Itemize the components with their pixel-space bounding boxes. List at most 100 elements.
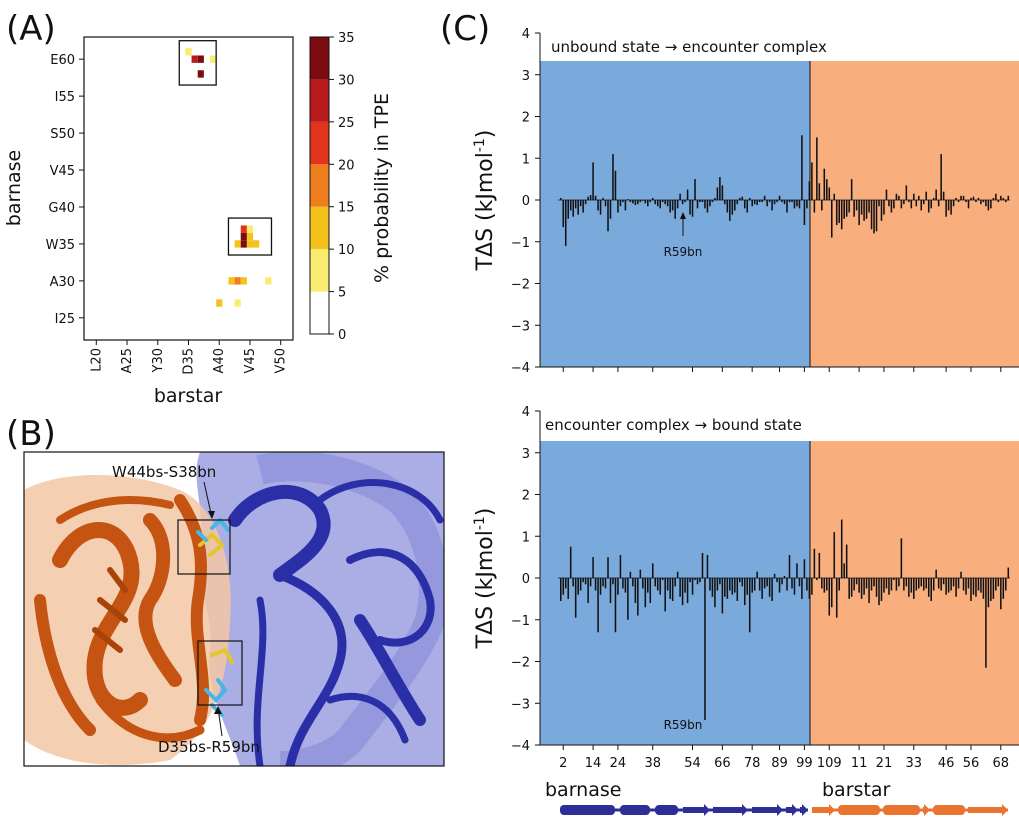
bar <box>957 200 960 203</box>
bar <box>719 177 721 200</box>
bar <box>579 200 582 207</box>
bar <box>778 195 781 200</box>
bar <box>905 185 908 200</box>
bar <box>681 578 684 606</box>
bar <box>1002 578 1005 599</box>
bar <box>607 200 609 232</box>
bar <box>845 200 848 217</box>
bar <box>955 197 957 200</box>
bar <box>893 200 895 209</box>
bar <box>714 578 716 608</box>
heatmap-cell <box>234 299 241 307</box>
colorbar-bin <box>310 291 329 334</box>
colorbar-tick-label: 30 <box>338 73 355 88</box>
bar <box>564 200 567 246</box>
bar <box>709 200 711 207</box>
bar <box>592 162 594 200</box>
bar <box>577 578 579 595</box>
bar <box>639 200 642 203</box>
bar <box>975 200 977 203</box>
bar <box>661 200 664 203</box>
bar <box>686 189 689 200</box>
x-tick-label: 33 <box>906 756 923 771</box>
bar <box>980 200 982 205</box>
bar <box>701 200 704 203</box>
bar <box>721 578 724 614</box>
y-tick-label: 0 <box>522 194 530 209</box>
bar <box>617 578 619 595</box>
barnase-background-bottom <box>540 441 810 745</box>
bar <box>699 578 701 583</box>
bar <box>890 578 893 591</box>
bar <box>644 200 647 204</box>
bar <box>930 200 932 209</box>
bar <box>572 578 574 587</box>
bar <box>980 578 982 593</box>
bar <box>766 200 768 207</box>
bar <box>736 200 739 205</box>
bar <box>579 578 582 591</box>
protein-structure-image: W44bs-S38bn D35bs-R59bn <box>23 451 445 767</box>
bar <box>676 571 679 578</box>
bar <box>726 200 729 213</box>
bar <box>622 200 624 203</box>
bar <box>925 578 928 589</box>
bar <box>597 200 599 211</box>
bar <box>918 195 920 200</box>
bar <box>634 578 637 604</box>
y-tick-label: −4 <box>511 739 530 754</box>
bar <box>629 571 632 578</box>
panel-label-c: (C) <box>440 9 490 49</box>
heatmap-cell <box>240 225 247 233</box>
bar <box>711 200 714 203</box>
y-tick-label: 4 <box>522 27 530 42</box>
bar <box>910 578 913 593</box>
bar <box>863 578 865 595</box>
colorbar <box>310 37 329 334</box>
bar <box>873 578 875 587</box>
bar <box>741 578 744 587</box>
bar <box>572 200 574 217</box>
bar <box>878 200 880 207</box>
bar <box>604 200 607 207</box>
bar <box>940 154 942 200</box>
bar <box>858 200 860 226</box>
bar <box>957 578 960 589</box>
bar <box>724 200 726 205</box>
bar <box>560 197 562 200</box>
x-tick-label: 68 <box>993 756 1010 771</box>
heatmap-cell <box>246 240 254 248</box>
bar <box>716 187 719 200</box>
panel-label-b: (B) <box>6 414 56 454</box>
heatmap-cell <box>246 232 254 241</box>
bar <box>855 200 858 211</box>
colorbar-bin <box>310 249 329 292</box>
bar <box>945 200 947 217</box>
bar <box>798 578 801 587</box>
bar <box>691 200 694 217</box>
heatmap-y-tick-label: I55 <box>55 90 75 105</box>
bar <box>704 200 706 209</box>
bar <box>848 200 850 213</box>
bar <box>878 578 880 606</box>
heatmap-y-tick-label: W35 <box>46 238 75 253</box>
bar <box>833 193 836 200</box>
y-tick-label: −4 <box>511 361 530 376</box>
bar <box>651 197 654 200</box>
y-tick-label: 4 <box>522 405 530 420</box>
bar <box>793 200 796 209</box>
bar <box>679 578 681 597</box>
bar <box>724 578 726 597</box>
bar <box>975 578 977 597</box>
bar <box>696 578 699 585</box>
bar <box>664 200 666 205</box>
y-tick-label: 1 <box>522 152 530 167</box>
heatmap-cell <box>228 277 235 285</box>
x-tick-label: 78 <box>744 756 761 771</box>
bar <box>818 552 821 578</box>
bar <box>686 578 689 604</box>
bar <box>607 557 609 578</box>
bar <box>915 578 918 591</box>
heatmap-y-tick-label: I25 <box>55 312 75 327</box>
x-tick-label: 38 <box>644 756 661 771</box>
